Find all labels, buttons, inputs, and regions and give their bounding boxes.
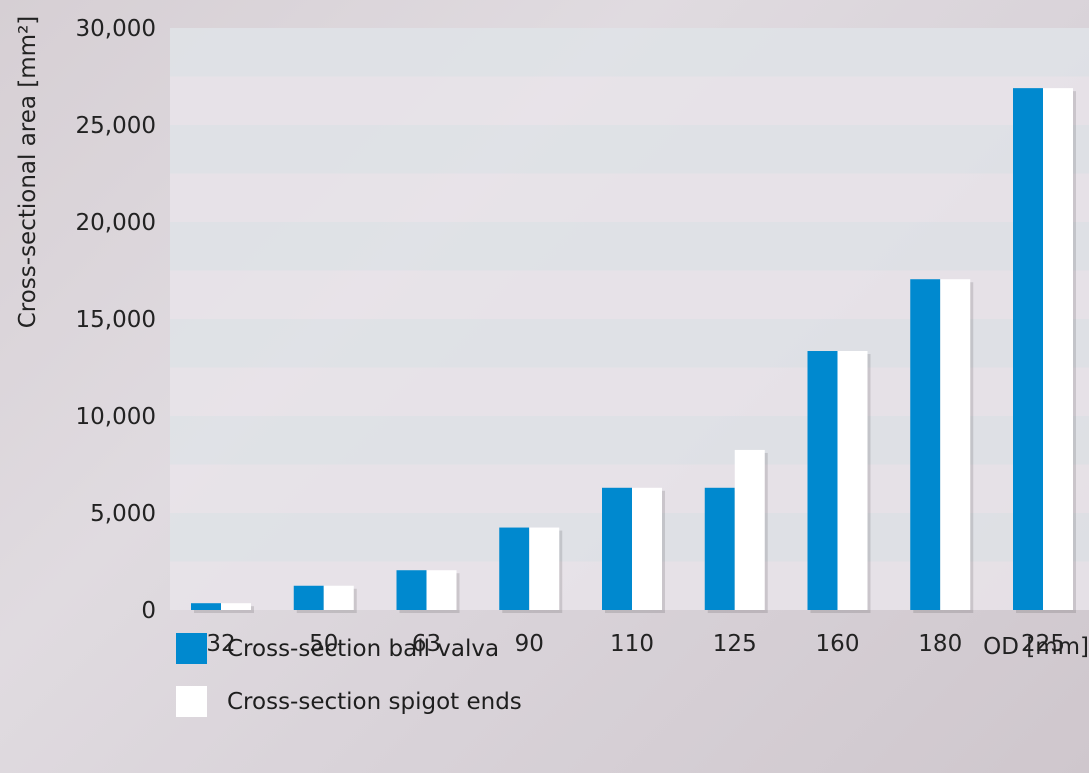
grid-band: [170, 76, 1089, 125]
bar-ball-valva-50: [293, 585, 324, 610]
bar-spigot-ends-90: [529, 527, 560, 610]
grid-band: [170, 173, 1089, 222]
x-axis-label: OD [mm]: [983, 634, 1089, 660]
legend-swatch-ball-valva: [176, 633, 207, 664]
bar-spigot-ends-125: [734, 449, 765, 610]
y-tick-labels: 0 5,000 10,000 15,000 20,000 25,000 30,000: [76, 16, 156, 624]
bar-spigot-ends-225: [1043, 88, 1073, 610]
bar-ball-valva-90: [499, 527, 530, 610]
bar-ball-valva-110: [602, 487, 632, 610]
y-tick-label: 0: [141, 598, 156, 624]
x-tick-label: 160: [816, 631, 860, 657]
x-tick-label: 63: [412, 631, 441, 657]
x-tick-labels: 32 50 63 90 110 125 160 180 225: [206, 631, 1065, 657]
legend-swatch-spigot-ends: [176, 686, 207, 717]
y-tick-label: 10,000: [76, 404, 156, 430]
grid-band: [170, 28, 1089, 77]
bar-spigot-ends-110: [632, 487, 662, 610]
bar-spigot-ends-50: [323, 585, 354, 610]
bar-spigot-ends-180: [940, 279, 971, 610]
bar-ball-valva-225: [1013, 88, 1043, 610]
y-tick-label: 15,000: [76, 307, 156, 333]
y-tick-label: 5,000: [90, 501, 156, 527]
bar-ball-valva-160: [807, 351, 838, 610]
bar-ball-valva-180: [910, 279, 941, 610]
bar-spigot-ends-32: [221, 603, 251, 610]
bar-ball-valva-125: [704, 487, 735, 610]
bar-spigot-ends-160: [837, 351, 868, 610]
bars-group: [191, 88, 1076, 613]
y-axis-label: Cross-sectional area [mm²]: [15, 16, 41, 329]
bar-ball-valva-32: [191, 603, 221, 610]
x-tick-label: 180: [918, 631, 962, 657]
grid-band: [170, 222, 1089, 271]
x-tick-label: 125: [713, 631, 757, 657]
legend-item-spigot-ends: Cross-section spigot ends: [176, 686, 522, 717]
y-tick-label: 25,000: [76, 113, 156, 139]
legend-label-spigot-ends: Cross-section spigot ends: [227, 688, 522, 715]
x-tick-label: 32: [206, 631, 235, 657]
grid-band: [170, 125, 1089, 174]
y-tick-label: 20,000: [76, 210, 156, 236]
bar-ball-valva-63: [396, 570, 427, 610]
x-tick-label: 90: [515, 631, 544, 657]
x-tick-label: 110: [610, 631, 654, 657]
legend-item-ball-valva: Cross-section ball valva: [176, 633, 499, 664]
legend-label-ball-valva: Cross-section ball valva: [227, 635, 500, 662]
x-tick-label: 50: [309, 631, 338, 657]
bar-spigot-ends-63: [426, 570, 457, 610]
x-tick-label: 225: [1021, 631, 1065, 657]
y-tick-label: 30,000: [76, 16, 156, 42]
